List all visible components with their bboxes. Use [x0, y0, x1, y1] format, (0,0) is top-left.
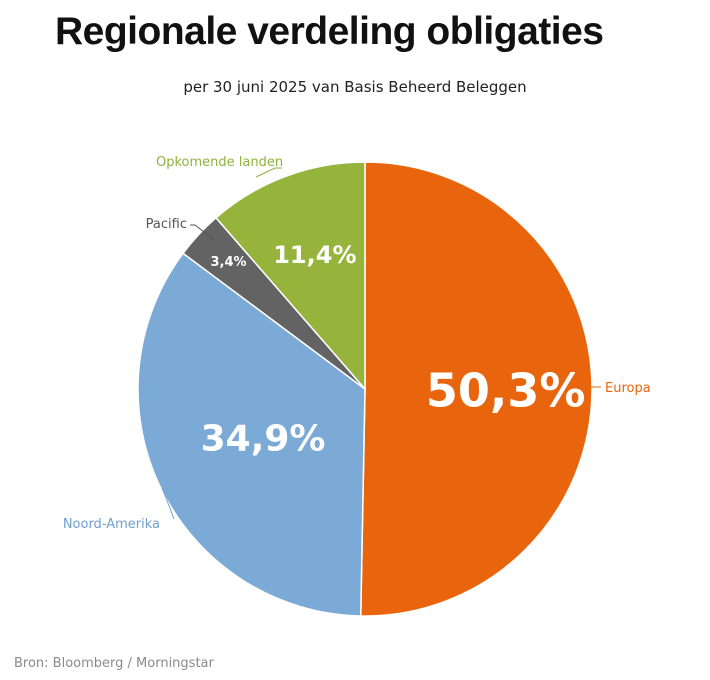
- source-note: Bron: Bloomberg / Morningstar: [14, 656, 214, 671]
- slice-value-label-europa: 50,3%: [426, 363, 586, 417]
- slice-value-label-noord-amerika: 34,9%: [201, 418, 326, 459]
- chart-title: Regionale verdeling obligaties: [55, 10, 604, 53]
- pie-slice-opkomende-landen: [214, 161, 366, 392]
- slice-category-label-noord-amerika: Noord-Amerika: [63, 517, 160, 532]
- leader-line-pacific: [190, 224, 214, 240]
- leader-line-noord-amerika: [161, 487, 175, 520]
- leader-line-opkomende-landen: [255, 167, 282, 178]
- pie-slice-europa: [359, 161, 593, 617]
- slice-value-label-pacific: 3,4%: [210, 255, 246, 270]
- slice-category-label-europa: Europa: [605, 381, 651, 396]
- slice-category-label-opkomende-landen: Opkomende landen: [156, 155, 283, 170]
- chart-subtitle: per 30 juni 2025 van Basis Beheerd Beleg…: [183, 78, 527, 96]
- slice-value-label-opkomende-landen: 11,4%: [273, 241, 356, 269]
- pie-slice-noord-amerika: [137, 252, 366, 617]
- slice-category-label-pacific: Pacific: [146, 217, 187, 232]
